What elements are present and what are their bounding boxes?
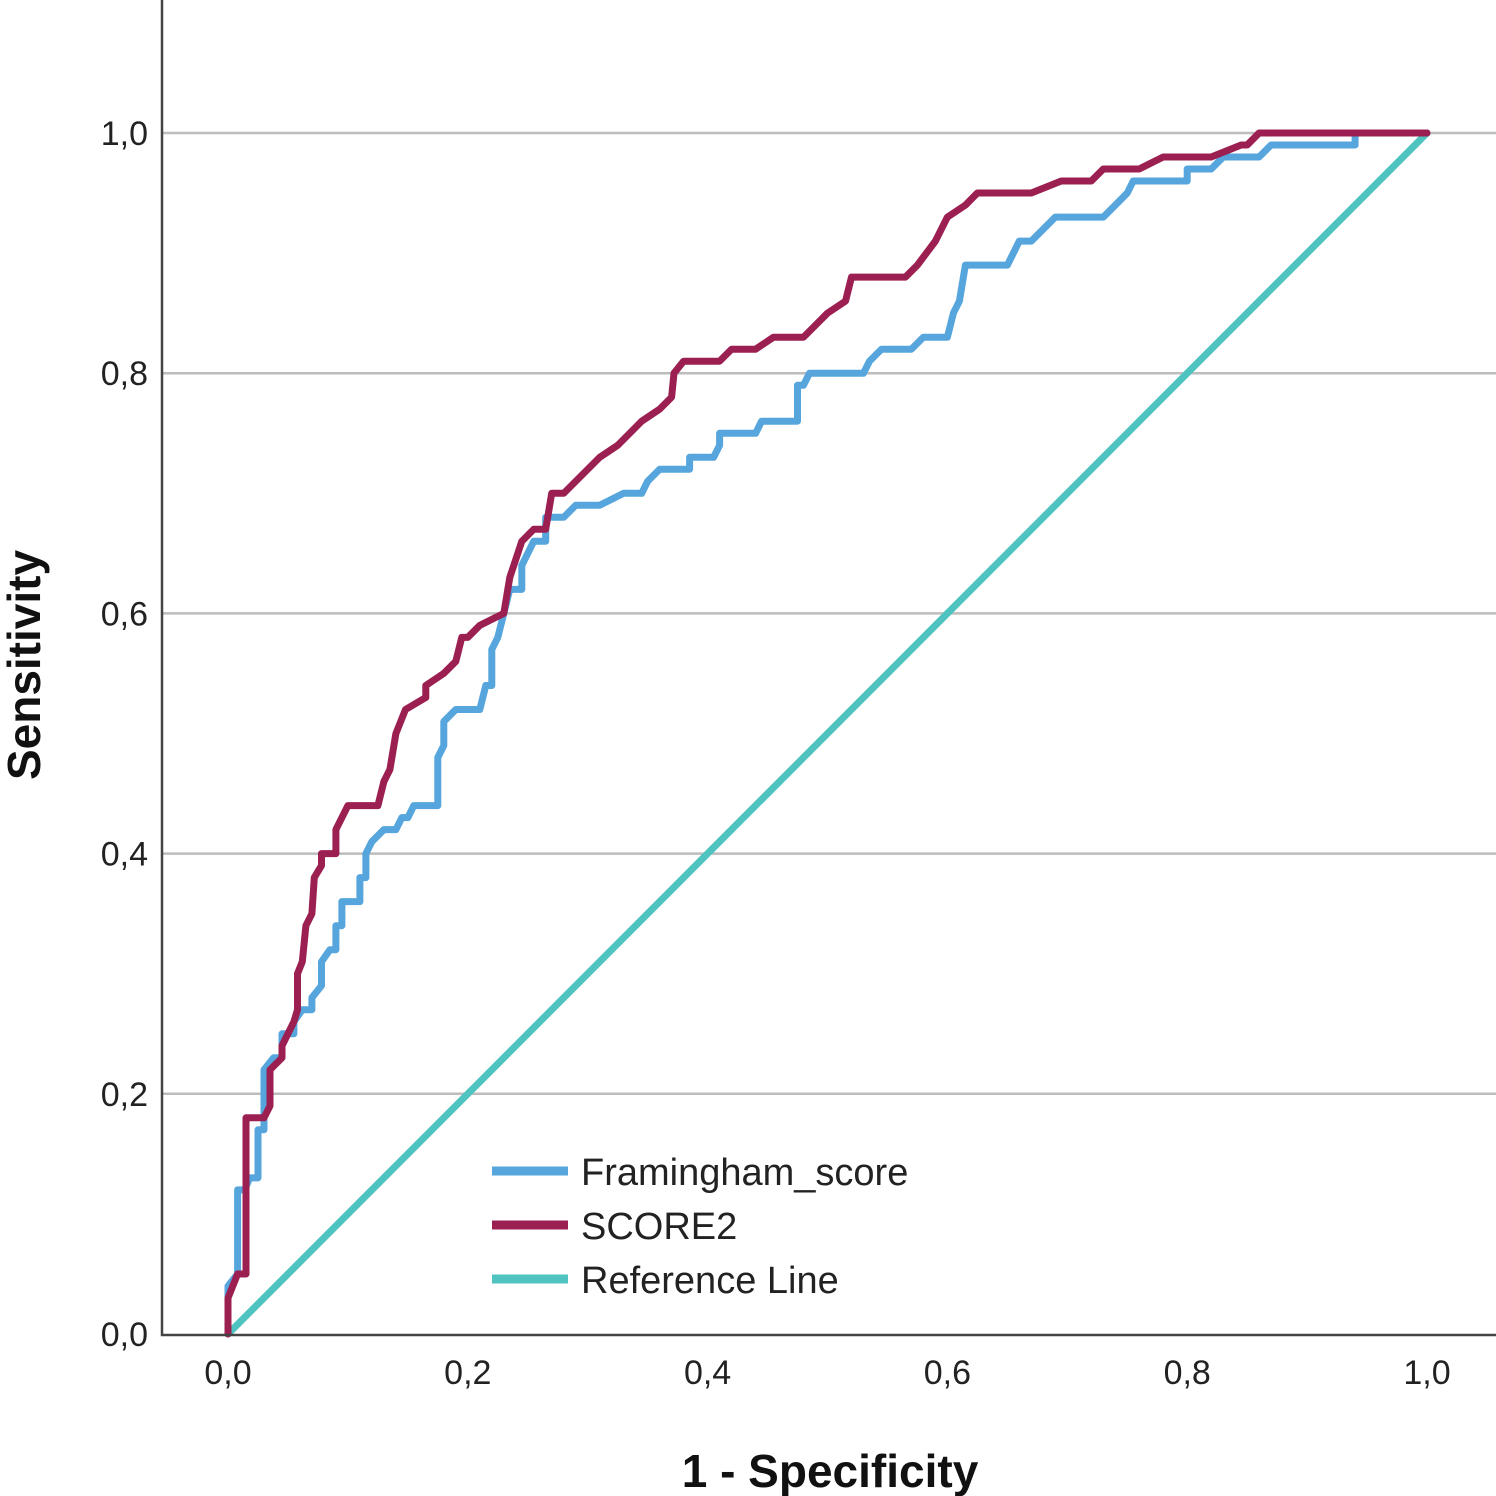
series-line-score2 — [224, 129, 1431, 1338]
x-tick-label: 1,0 — [1403, 1354, 1450, 1392]
x-axis-title: 1 - Specificity — [682, 1445, 979, 1496]
y-axis-title: Sensitivity — [0, 550, 50, 781]
y-tick-label: 0,8 — [101, 355, 148, 393]
x-tick-label: 0,2 — [444, 1354, 491, 1392]
plot-frame — [160, 0, 1496, 1337]
x-tick-label: 0,8 — [1164, 1354, 1211, 1392]
y-tick-label: 0,0 — [101, 1316, 148, 1354]
legend-label-framingham-score: Framingham_score — [581, 1152, 908, 1194]
y-tick-label: 0,4 — [101, 836, 148, 874]
x-ticks: 0,0 0,2 0,4 0,6 0,8 1,0 — [204, 1354, 1450, 1392]
x-tick-label: 0,4 — [684, 1354, 731, 1392]
gridlines — [162, 131, 1496, 1096]
y-tick-label: 0,2 — [101, 1076, 148, 1114]
legend-label-score2: SCORE2 — [581, 1206, 737, 1248]
y-ticks: 0,0 0,2 0,4 0,6 0,8 1,0 — [101, 115, 148, 1354]
y-tick-label: 1,0 — [101, 115, 148, 153]
y-tick-label: 0,6 — [101, 595, 148, 633]
x-tick-label: 0,0 — [204, 1354, 251, 1392]
legend: Framingham_score SCORE2 Reference Line — [492, 1152, 908, 1302]
series-line-reference-line — [224, 129, 1431, 1338]
legend-label-reference-line: Reference Line — [581, 1260, 839, 1302]
series-lines — [224, 129, 1431, 1338]
x-tick-label: 0,6 — [924, 1354, 971, 1392]
series-line-framingham-score — [224, 129, 1431, 1338]
